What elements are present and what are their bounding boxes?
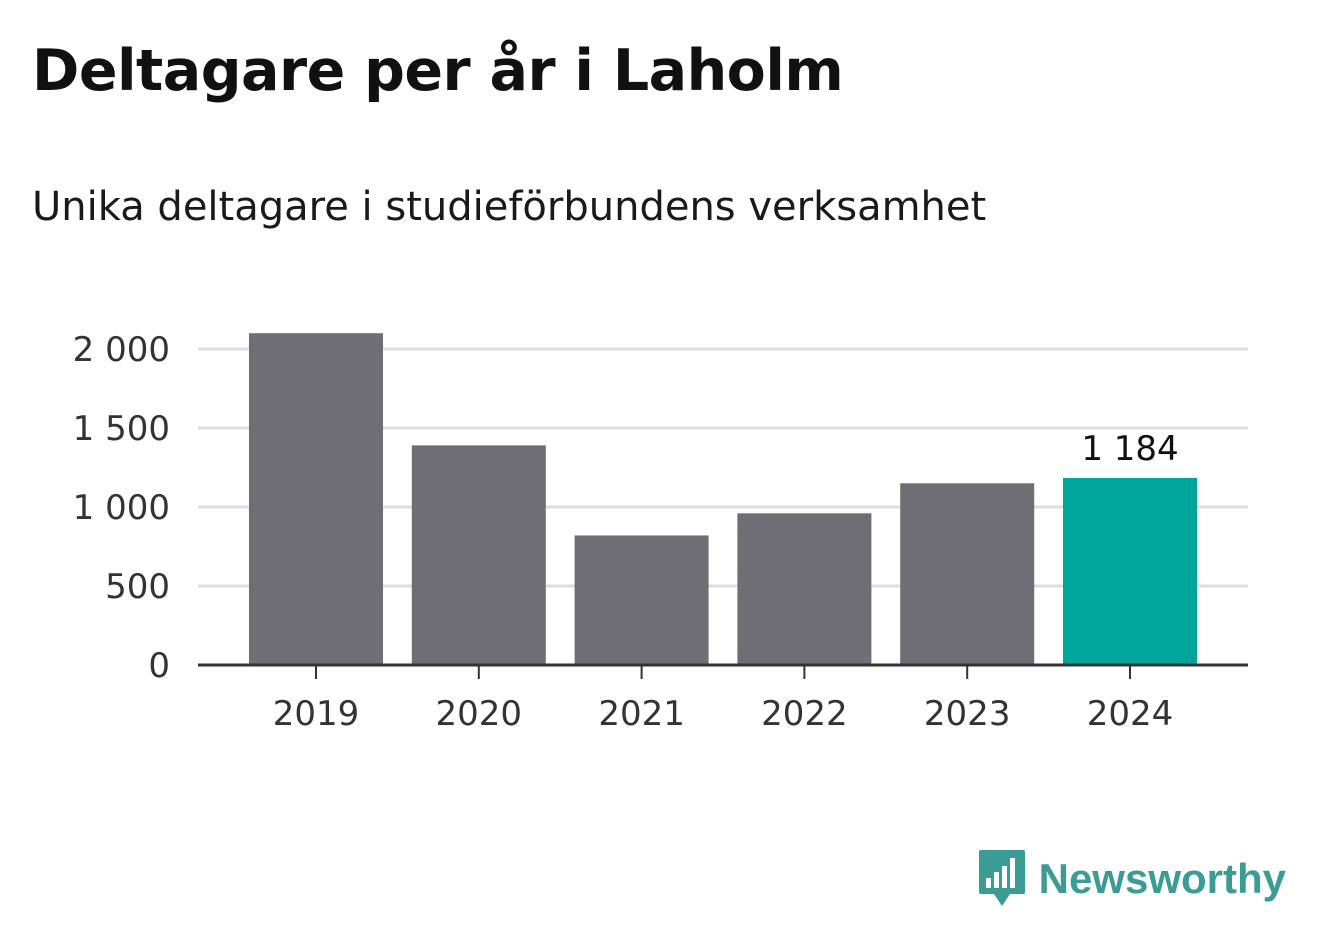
y-tick-label-0: 0 (148, 646, 170, 686)
y-tick-label-1500: 1 500 (73, 409, 170, 449)
newsworthy-brand: Newsworthy (977, 848, 1286, 910)
data-label-2024: 1 184 (1081, 429, 1178, 469)
bar-2021 (574, 535, 709, 665)
bar-2022 (737, 513, 872, 665)
x-axis-ticks: 2019 2020 2021 2022 2023 2024 (273, 665, 1174, 734)
x-tick-label-2021: 2021 (598, 694, 685, 734)
x-tick-label-2022: 2022 (761, 694, 848, 734)
y-tick-label-500: 500 (105, 567, 170, 607)
bar-2019 (249, 333, 383, 665)
y-tick-label-1000: 1 000 (73, 488, 170, 528)
bar-2024 (1063, 477, 1197, 665)
newsworthy-logo-icon (978, 850, 1025, 906)
y-axis-ticks: 0 500 1 000 1 500 2 000 (73, 330, 170, 686)
y-tick-label-2000: 2 000 (73, 330, 170, 370)
x-tick-label-2023: 2023 (924, 694, 1011, 734)
chart-subtitle: Unika deltagare i studieförbundens verks… (32, 184, 987, 230)
chart-title: Deltagare per år i Laholm (32, 38, 844, 104)
bar-2020 (411, 445, 546, 665)
bars (249, 333, 1197, 665)
x-tick-label-2024: 2024 (1087, 694, 1174, 734)
data-labels: 1 184 (1081, 429, 1178, 469)
brand-name: Newsworthy (1038, 855, 1286, 902)
x-tick-label-2020: 2020 (436, 694, 523, 734)
x-tick-label-2019: 2019 (273, 694, 360, 734)
bar-2023 (900, 483, 1035, 665)
